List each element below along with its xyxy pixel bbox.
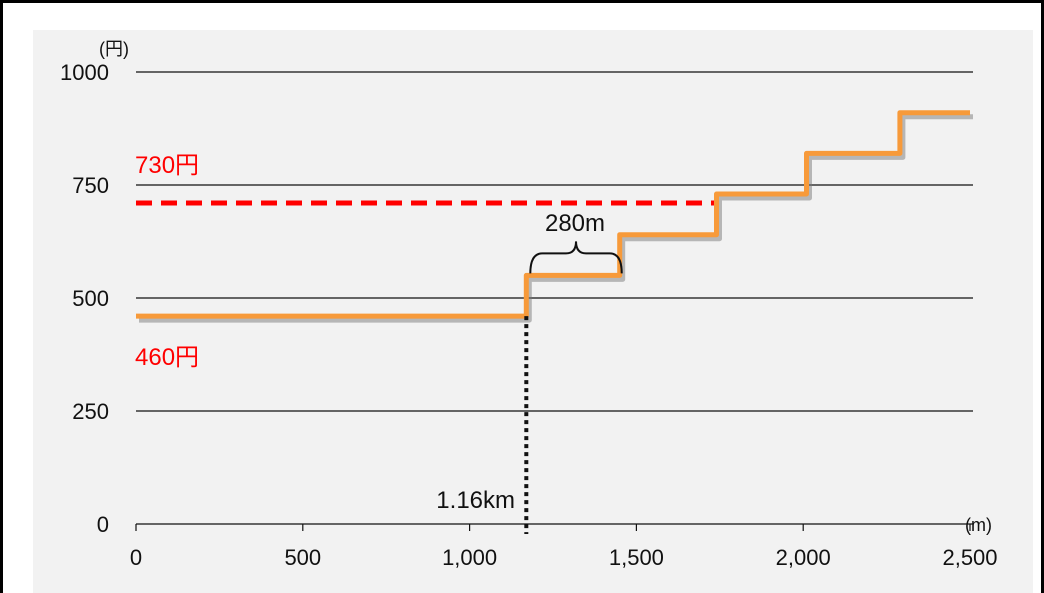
y-unit-label: (円) xyxy=(99,39,129,59)
annotations xyxy=(524,241,623,534)
plot-background xyxy=(33,30,1033,593)
x-tick-label-1500: 1,500 xyxy=(609,545,664,570)
x-tick-label-2000: 2,000 xyxy=(776,545,831,570)
y-tick-label-1000: 1000 xyxy=(60,60,109,85)
start-fare-label-460: 460円 xyxy=(135,344,199,371)
x-tick-label-500: 500 xyxy=(284,545,321,570)
fare-step-line-0 xyxy=(136,110,970,319)
axes: 0 500 1,000 1,500 2,000 2,500 xyxy=(130,523,998,570)
brace-280m xyxy=(529,241,623,274)
reference-label-730: 730円 xyxy=(135,152,199,179)
x-tick-label-1000: 1,000 xyxy=(442,545,497,570)
x-tick-label-2500: 2,500 xyxy=(942,545,997,570)
y-tick-label-250: 250 xyxy=(72,399,109,424)
gridlines: 0 250 500 750 1000 xyxy=(60,60,973,537)
series-group xyxy=(136,110,973,323)
distance-marker-label: 1.16km xyxy=(436,487,515,514)
y-tick-label-750: 750 xyxy=(72,173,109,198)
y-tick-label-500: 500 xyxy=(72,286,109,311)
y-tick-label-0: 0 xyxy=(97,512,109,537)
x-unit-label: (m) xyxy=(965,515,992,535)
x-tick-label-0: 0 xyxy=(130,545,142,570)
series-shadow-0 xyxy=(139,114,973,323)
brace-label-280m: 280m xyxy=(545,210,605,237)
